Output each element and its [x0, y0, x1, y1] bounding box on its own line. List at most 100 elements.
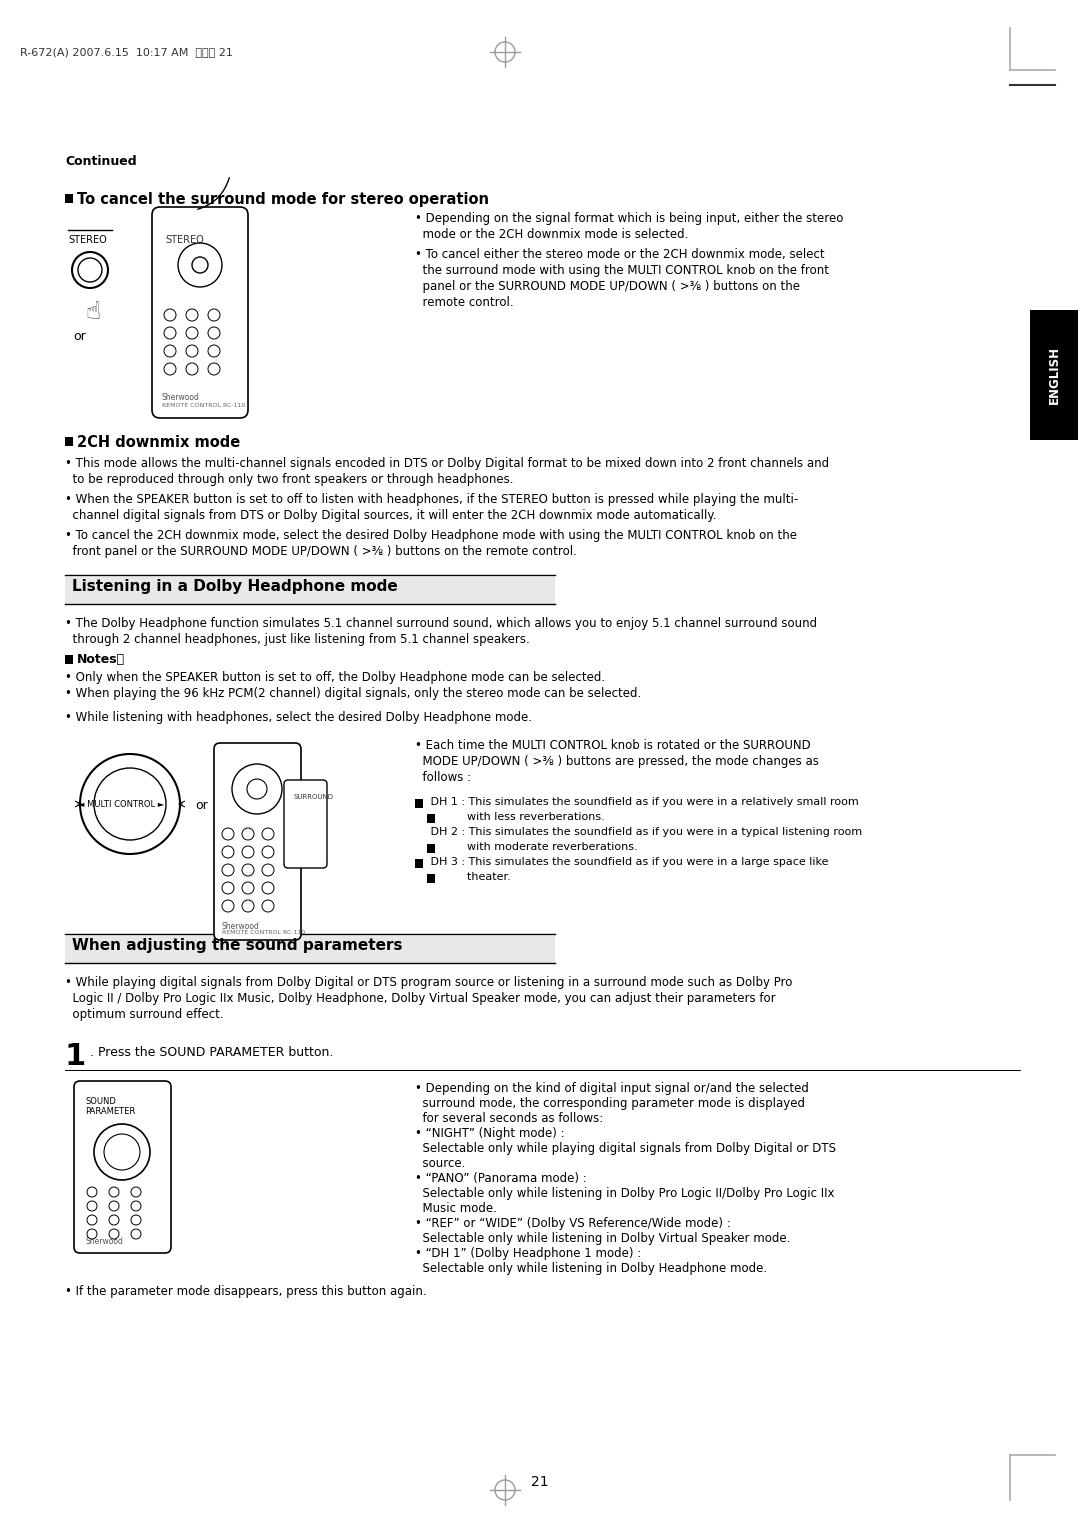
Text: • Only when the SPEAKER button is set to off, the Dolby Headphone mode can be se: • Only when the SPEAKER button is set to…	[65, 671, 605, 685]
Text: front panel or the SURROUND MODE UP/DOWN ( >⅜ ) buttons on the remote control.: front panel or the SURROUND MODE UP/DOWN…	[65, 544, 577, 558]
Circle shape	[164, 345, 176, 357]
Circle shape	[242, 881, 254, 894]
Text: ☝: ☝	[85, 300, 100, 323]
Circle shape	[186, 363, 198, 375]
Text: MODE UP/DOWN ( >⅜ ) buttons are pressed, the mode changes as: MODE UP/DOWN ( >⅜ ) buttons are pressed,…	[415, 755, 819, 769]
Text: SOUND: SOUND	[85, 1096, 116, 1106]
Text: PARAMETER: PARAMETER	[85, 1107, 135, 1116]
Text: through 2 channel headphones, just like listening from 5.1 channel speakers.: through 2 channel headphones, just like …	[65, 633, 530, 647]
Circle shape	[242, 900, 254, 912]
Text: follows :: follows :	[415, 772, 471, 784]
Text: • This mode allows the multi-channel signals encoded in DTS or Dolby Digital for: • This mode allows the multi-channel sig…	[65, 458, 829, 470]
Text: for several seconds as follows:: for several seconds as follows:	[415, 1112, 604, 1125]
Circle shape	[208, 326, 220, 339]
Text: Selectable only while playing digital signals from Dolby Digital or DTS: Selectable only while playing digital si…	[415, 1142, 836, 1154]
Text: 21: 21	[531, 1475, 549, 1488]
Text: • When the SPEAKER button is set to off to listen with headphones, if the STEREO: • When the SPEAKER button is set to off …	[65, 493, 798, 506]
Text: SURROUND: SURROUND	[294, 795, 334, 801]
Circle shape	[242, 846, 254, 859]
Circle shape	[109, 1186, 119, 1197]
Circle shape	[78, 258, 102, 282]
Circle shape	[222, 828, 234, 840]
Text: • “NIGHT” (Night mode) :: • “NIGHT” (Night mode) :	[415, 1127, 565, 1141]
Text: R-672(A) 2007.6.15  10:17 AM  페이지 21: R-672(A) 2007.6.15 10:17 AM 페이지 21	[21, 47, 233, 56]
Circle shape	[87, 1202, 97, 1211]
Circle shape	[192, 258, 208, 273]
Text: • While listening with headphones, select the desired Dolby Headphone mode.: • While listening with headphones, selec…	[65, 711, 532, 724]
Text: • Depending on the signal format which is being input, either the stereo: • Depending on the signal format which i…	[415, 212, 843, 226]
Text: • Each time the MULTI CONTROL knob is rotated or the SURROUND: • Each time the MULTI CONTROL knob is ro…	[415, 740, 811, 752]
Text: • If the parameter mode disappears, press this button again.: • If the parameter mode disappears, pres…	[65, 1286, 427, 1298]
Text: channel digital signals from DTS or Dolby Digital sources, it will enter the 2CH: channel digital signals from DTS or Dolb…	[65, 509, 716, 522]
Text: ◄ MULTI CONTROL ►: ◄ MULTI CONTROL ►	[78, 801, 164, 808]
Text: with less reverberations.: with less reverberations.	[438, 811, 605, 822]
Text: DH 1 : This simulates the soundfield as if you were in a relatively small room: DH 1 : This simulates the soundfield as …	[427, 798, 859, 807]
Text: STEREO: STEREO	[165, 235, 204, 246]
Circle shape	[222, 881, 234, 894]
Text: Continued: Continued	[65, 156, 137, 168]
Circle shape	[109, 1202, 119, 1211]
Bar	[427, 843, 435, 852]
Bar	[415, 859, 423, 868]
Circle shape	[222, 865, 234, 875]
Circle shape	[87, 1215, 97, 1225]
Circle shape	[131, 1186, 141, 1197]
FancyBboxPatch shape	[152, 207, 248, 418]
Text: • When playing the 96 kHz PCM(2 channel) digital signals, only the stereo mode c: • When playing the 96 kHz PCM(2 channel)…	[65, 686, 642, 700]
Text: 2CH downmix mode: 2CH downmix mode	[77, 435, 240, 450]
Text: • While playing digital signals from Dolby Digital or DTS program source or list: • While playing digital signals from Dol…	[65, 976, 793, 990]
Bar	[65, 438, 73, 445]
Circle shape	[208, 345, 220, 357]
Bar	[65, 576, 555, 604]
Text: or: or	[73, 329, 85, 343]
Text: Sherwood: Sherwood	[162, 393, 200, 403]
Text: DH 2 : This simulates the soundfield as if you were in a typical listening room: DH 2 : This simulates the soundfield as …	[427, 827, 862, 837]
Text: Sherwood: Sherwood	[85, 1237, 123, 1246]
Bar	[65, 194, 73, 203]
Circle shape	[186, 345, 198, 357]
Circle shape	[242, 828, 254, 840]
Bar	[415, 799, 423, 808]
Circle shape	[262, 881, 274, 894]
Bar	[65, 656, 73, 663]
Bar	[65, 936, 555, 962]
Circle shape	[94, 769, 166, 840]
Text: To cancel the surround mode for stereo operation: To cancel the surround mode for stereo o…	[77, 192, 489, 207]
Text: Sherwood: Sherwood	[222, 923, 260, 930]
Circle shape	[262, 900, 274, 912]
Text: When adjusting the sound parameters: When adjusting the sound parameters	[72, 938, 403, 953]
Text: the surround mode with using the MULTI CONTROL knob on the front: the surround mode with using the MULTI C…	[415, 264, 829, 278]
Circle shape	[131, 1202, 141, 1211]
Text: • To cancel the 2CH downmix mode, select the desired Dolby Headphone mode with u: • To cancel the 2CH downmix mode, select…	[65, 529, 797, 541]
Circle shape	[247, 779, 267, 799]
Text: • The Dolby Headphone function simulates 5.1 channel surround sound, which allow: • The Dolby Headphone function simulates…	[65, 618, 818, 630]
Text: • To cancel either the stereo mode or the 2CH downmix mode, select: • To cancel either the stereo mode or th…	[415, 249, 825, 261]
Text: remote control.: remote control.	[415, 296, 514, 310]
Circle shape	[262, 865, 274, 875]
Text: Selectable only while listening in Dolby Pro Logic II/Dolby Pro Logic IIx: Selectable only while listening in Dolby…	[415, 1186, 835, 1200]
Text: • Depending on the kind of digital input signal or/and the selected: • Depending on the kind of digital input…	[415, 1083, 809, 1095]
Text: REMOTE CONTROL RC-110: REMOTE CONTROL RC-110	[222, 930, 306, 935]
FancyBboxPatch shape	[75, 1081, 171, 1254]
Text: • “DH 1” (Dolby Headphone 1 mode) :: • “DH 1” (Dolby Headphone 1 mode) :	[415, 1247, 642, 1260]
Circle shape	[94, 1124, 150, 1180]
Text: Listening in a Dolby Headphone mode: Listening in a Dolby Headphone mode	[72, 580, 397, 595]
Circle shape	[131, 1229, 141, 1238]
Text: STEREO: STEREO	[68, 235, 107, 246]
Circle shape	[164, 326, 176, 339]
Circle shape	[80, 753, 180, 854]
Text: surround mode, the corresponding parameter mode is displayed: surround mode, the corresponding paramet…	[415, 1096, 805, 1110]
Bar	[1030, 310, 1078, 441]
FancyBboxPatch shape	[214, 743, 301, 939]
Text: Logic II / Dolby Pro Logic IIx Music, Dolby Headphone, Dolby Virtual Speaker mod: Logic II / Dolby Pro Logic IIx Music, Do…	[65, 991, 775, 1005]
Bar	[427, 874, 435, 883]
Circle shape	[262, 828, 274, 840]
Text: • “PANO” (Panorama mode) :: • “PANO” (Panorama mode) :	[415, 1173, 586, 1185]
Circle shape	[164, 310, 176, 320]
Text: • “REF” or “WIDE” (Dolby VS Reference/Wide mode) :: • “REF” or “WIDE” (Dolby VS Reference/Wi…	[415, 1217, 731, 1231]
Text: 1: 1	[65, 1042, 86, 1071]
Text: Notes：: Notes：	[77, 653, 125, 666]
FancyBboxPatch shape	[284, 779, 327, 868]
Circle shape	[72, 252, 108, 288]
Circle shape	[109, 1215, 119, 1225]
